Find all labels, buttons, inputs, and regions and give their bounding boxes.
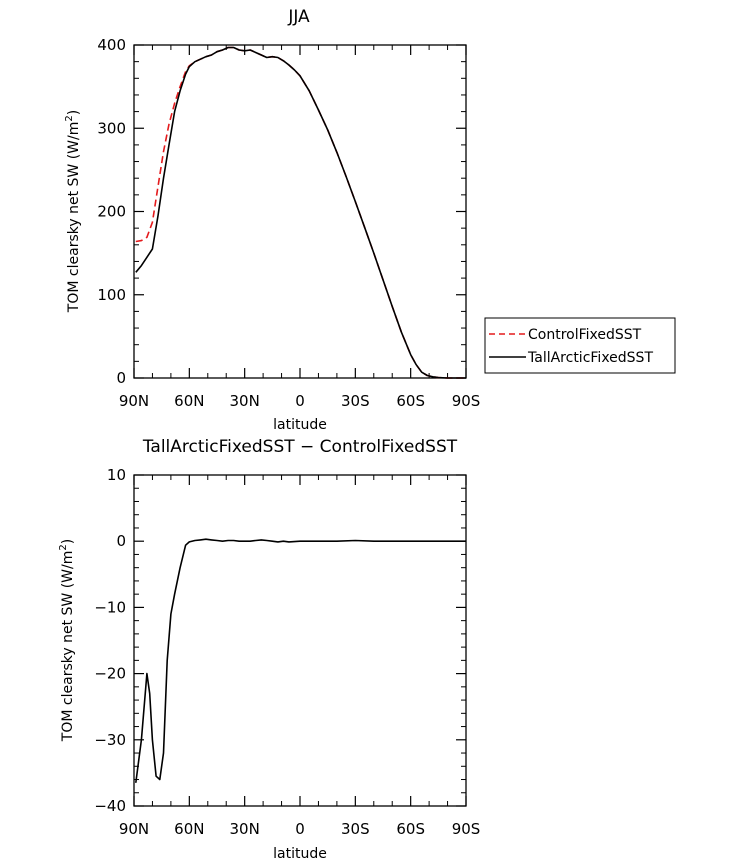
legend-label-tallarctic: TallArcticFixedSST	[527, 350, 653, 366]
top-series-lines	[135, 46, 466, 379]
top-series-line-tallarcticfixedsst	[135, 46, 466, 379]
bottom-series-lines	[135, 538, 466, 783]
bottom-y-ticks: 10 0 −10 −20 −30 −40	[94, 466, 466, 815]
bottom-x-ticks: 90N 60N 30N 0 30S 60S 90S	[119, 475, 480, 838]
bottom-x-axis-label: latitude	[273, 846, 327, 862]
top-minor-ticks	[134, 45, 466, 378]
y-tick-label: 0	[116, 369, 126, 387]
x-tick-label: 30S	[341, 820, 370, 838]
y-tick-label: 10	[107, 466, 126, 484]
y-tick-label: 200	[97, 203, 126, 221]
top-legend: ControlFixedSST TallArcticFixedSST	[484, 317, 676, 374]
x-tick-label: 90S	[452, 392, 481, 410]
top-x-axis-label: latitude	[273, 417, 327, 433]
x-tick-label: 90N	[119, 392, 149, 410]
bottom-y-axis-label: TOM clearsky net SW (W/m2)	[58, 539, 76, 742]
x-tick-label: 90N	[119, 820, 149, 838]
bottom-chart: TallArcticFixedSST − ControlFixedSST 90N…	[58, 437, 480, 862]
y-tick-label: 400	[97, 36, 126, 54]
y-tick-label: 300	[97, 119, 126, 137]
y-tick-label: −40	[94, 797, 126, 815]
x-tick-label: 0	[295, 392, 305, 410]
x-tick-label: 30N	[230, 820, 260, 838]
top-chart-title: JJA	[287, 7, 310, 27]
x-tick-label: 60S	[396, 392, 425, 410]
x-tick-label: 60N	[174, 392, 204, 410]
legend-label-control: ControlFixedSST	[528, 327, 642, 343]
x-tick-label: 60S	[396, 820, 425, 838]
x-tick-label: 0	[295, 820, 305, 838]
y-tick-label: −30	[94, 731, 126, 749]
legend-box	[484, 317, 676, 374]
bottom-plot-frame	[133, 474, 467, 807]
top-chart: JJA 90N 60N 30N 0 30S 60S 90S 0 100 200 300 400 la…	[64, 7, 676, 433]
top-plot-frame	[133, 44, 467, 379]
top-y-ticks: 0 100 200 300 400	[97, 36, 466, 387]
bottom-minor-ticks	[134, 475, 466, 806]
y-tick-label: 100	[97, 286, 126, 304]
x-tick-label: 30N	[230, 392, 260, 410]
x-tick-label: 30S	[341, 392, 370, 410]
y-tick-label: −20	[94, 665, 126, 683]
top-series-line-controlfixedsst	[135, 46, 466, 379]
top-y-axis-label: TOM clearsky net SW (W/m2)	[64, 110, 82, 313]
x-tick-label: 90S	[452, 820, 481, 838]
bottom-chart-title: TallArcticFixedSST − ControlFixedSST	[142, 437, 458, 457]
y-tick-label: 0	[116, 532, 126, 550]
y-tick-label: −10	[94, 598, 126, 616]
bottom-series-line-difference	[135, 538, 466, 783]
top-x-ticks: 90N 60N 30N 0 30S 60S 90S	[119, 45, 480, 410]
x-tick-label: 60N	[174, 820, 204, 838]
